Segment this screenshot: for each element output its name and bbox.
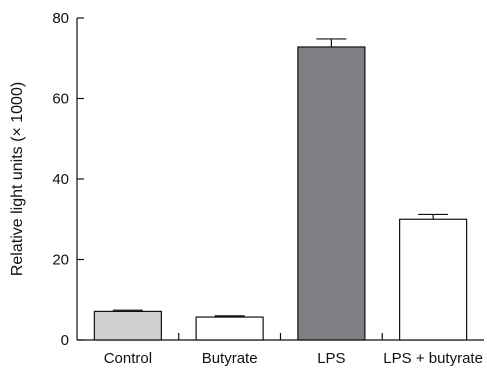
y-ticks: 0 20 40 60 80 xyxy=(52,10,84,349)
category-label: Butyrate xyxy=(202,350,258,367)
error-bars xyxy=(112,38,449,318)
category-labels: Control Butyrate LPS LPS + butyrate xyxy=(104,350,483,367)
y-tick-label: 40 xyxy=(52,171,69,188)
bar xyxy=(195,316,264,341)
y-tick-label: 60 xyxy=(52,91,69,108)
bar xyxy=(93,310,162,341)
y-tick-label: 20 xyxy=(52,252,69,269)
bar xyxy=(399,218,468,341)
category-label: LPS + butyrate xyxy=(383,350,483,367)
bars xyxy=(93,46,468,341)
y-tick-label: 80 xyxy=(52,10,69,27)
category-label: LPS xyxy=(317,350,345,367)
y-axis-label: Relative light units (× 1000) xyxy=(9,82,26,276)
bar xyxy=(297,46,366,341)
category-label: Control xyxy=(104,350,152,367)
y-tick-label: 0 xyxy=(61,332,69,349)
